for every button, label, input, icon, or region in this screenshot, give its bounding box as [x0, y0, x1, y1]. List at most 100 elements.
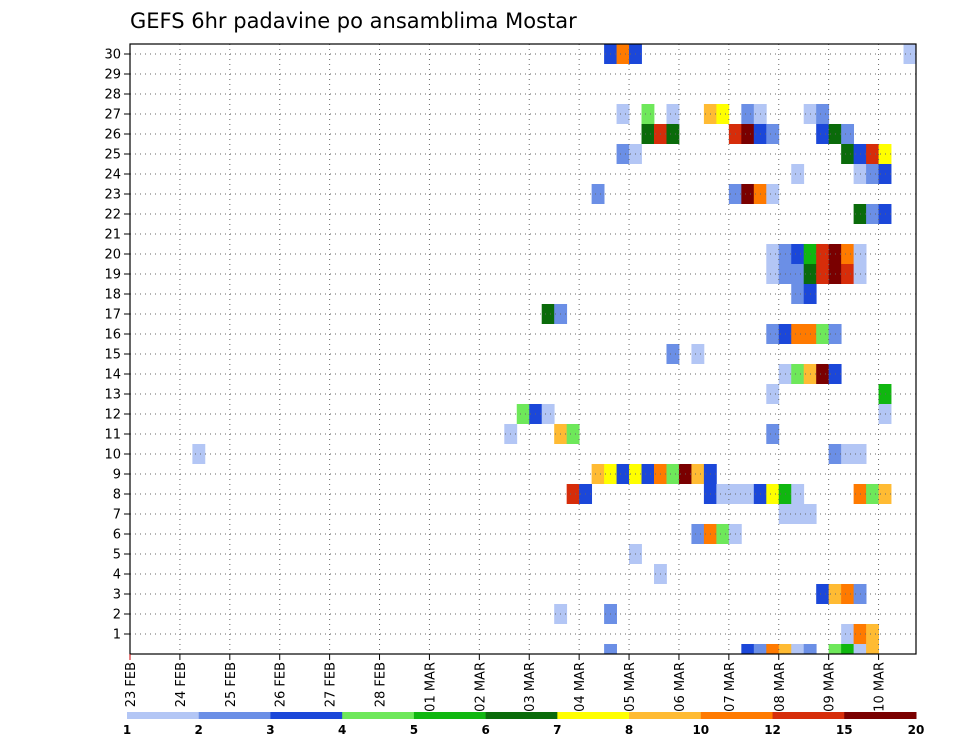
legend-swatch	[270, 712, 343, 719]
y-tick-label: 24	[104, 168, 121, 183]
plot-frame	[129, 43, 917, 655]
heatmap-cell	[766, 264, 780, 284]
heatmap-cell	[766, 324, 780, 344]
heatmap-cell	[666, 464, 680, 484]
heatmap-cell	[616, 104, 630, 124]
y-tick-label: 15	[104, 348, 121, 363]
heatmap-cell	[741, 644, 755, 654]
chart-title: GEFS 6hr padavine po ansamblima Mostar	[130, 9, 577, 33]
heatmap-cell	[828, 644, 842, 654]
x-tick-label: 04 MAR	[573, 662, 588, 712]
y-tick-label: 19	[104, 268, 121, 283]
legend-swatch	[557, 712, 630, 719]
heatmap-cell	[691, 524, 705, 544]
x-tick-label: 23 FEB	[124, 662, 139, 707]
heatmap-cell	[641, 104, 655, 124]
heatmap-cell	[766, 644, 780, 654]
heatmap-cell	[816, 364, 830, 384]
heatmap-cell	[766, 124, 780, 144]
heatmap-cell	[566, 484, 580, 504]
heatmap-cell	[816, 324, 830, 344]
y-tick-label: 6	[113, 528, 121, 543]
heatmap-cell	[753, 644, 767, 654]
heatmap-cell	[666, 124, 680, 144]
heatmap-cell	[616, 464, 630, 484]
heatmap-cell	[716, 524, 730, 544]
heatmap-cell	[866, 484, 879, 504]
y-tick-label: 2	[113, 608, 121, 623]
heatmap-cell	[766, 384, 780, 404]
x-tick-label: 06 MAR	[673, 662, 688, 712]
y-tick-label: 3	[113, 588, 121, 603]
y-tick-label: 14	[104, 368, 121, 383]
legend-label: 20	[908, 723, 925, 737]
x-tick-label: 02 MAR	[473, 662, 488, 712]
heatmap-cell	[816, 244, 830, 264]
heatmap-cell	[766, 244, 780, 264]
heatmap-cells	[192, 44, 917, 654]
y-tick-label: 4	[113, 568, 121, 583]
heatmap-cell	[716, 104, 730, 124]
heatmap-cell	[841, 624, 855, 644]
y-tick-label: 8	[113, 488, 121, 503]
legend-label: 12	[764, 723, 781, 737]
y-tick-label: 13	[104, 388, 121, 403]
heatmap-cell	[641, 124, 655, 144]
heatmap-cell	[691, 344, 705, 364]
x-tick-label: 27 FEB	[324, 662, 339, 707]
legend-label: 10	[692, 723, 709, 737]
heatmap-cell	[616, 44, 630, 64]
legend-label: 8	[625, 723, 633, 737]
heatmap-cell	[778, 644, 792, 654]
grid-lines	[130, 44, 916, 654]
y-tick-label: 11	[104, 428, 121, 443]
legend-label: 6	[481, 723, 489, 737]
heatmap-cell	[566, 424, 580, 444]
y-tick-label: 25	[104, 148, 121, 163]
heatmap-cell	[791, 264, 805, 284]
heatmap-cell	[192, 444, 206, 464]
heatmap-cell	[816, 584, 830, 604]
x-tick-label: 09 MAR	[823, 662, 838, 712]
heatmap-cell	[866, 624, 879, 644]
legend-label: 1	[123, 723, 131, 737]
heatmap-cell	[791, 644, 805, 654]
color-legend: 1 2 3 4 5 6 7 8 10 12 15 20	[123, 712, 925, 737]
heatmap-cell	[903, 44, 917, 64]
legend-label: 4	[338, 723, 346, 737]
heatmap-cell	[816, 264, 830, 284]
y-axis: 1234567891011121314151617181920212223242…	[104, 48, 130, 643]
y-tick-label: 29	[104, 68, 121, 83]
heatmap-cell	[791, 484, 805, 504]
y-tick-label: 23	[104, 188, 121, 203]
legend-swatch	[413, 712, 487, 719]
heatmap-cell	[741, 184, 755, 204]
heatmap-cell	[841, 244, 855, 264]
legend-swatch	[485, 712, 558, 719]
y-tick-label: 9	[113, 468, 121, 483]
y-tick-label: 7	[113, 508, 121, 523]
y-tick-label: 16	[104, 328, 121, 343]
y-tick-label: 22	[104, 208, 121, 223]
x-tick-label: 28 FEB	[374, 662, 389, 707]
x-tick-label: 24 FEB	[174, 662, 189, 707]
y-tick-label: 26	[104, 128, 121, 143]
heatmap-cell	[516, 404, 530, 424]
y-tick-label: 20	[104, 248, 121, 263]
heatmap-cell	[616, 144, 630, 164]
y-tick-label: 12	[104, 408, 121, 423]
heatmap-cell	[866, 164, 879, 184]
heatmap-cell	[741, 124, 755, 144]
heatmap-cell	[841, 644, 855, 654]
heatmap-cell	[691, 464, 705, 484]
heatmap-cell	[666, 104, 680, 124]
x-tick-label: 01 MAR	[423, 662, 438, 712]
y-tick-label: 10	[104, 448, 121, 463]
heatmap-cell	[791, 284, 805, 304]
x-tick-label: 07 MAR	[723, 662, 738, 712]
heatmap-cell	[791, 364, 805, 384]
legend-swatch	[198, 712, 271, 719]
legend-swatch	[127, 712, 200, 719]
legend-label: 5	[410, 723, 418, 737]
